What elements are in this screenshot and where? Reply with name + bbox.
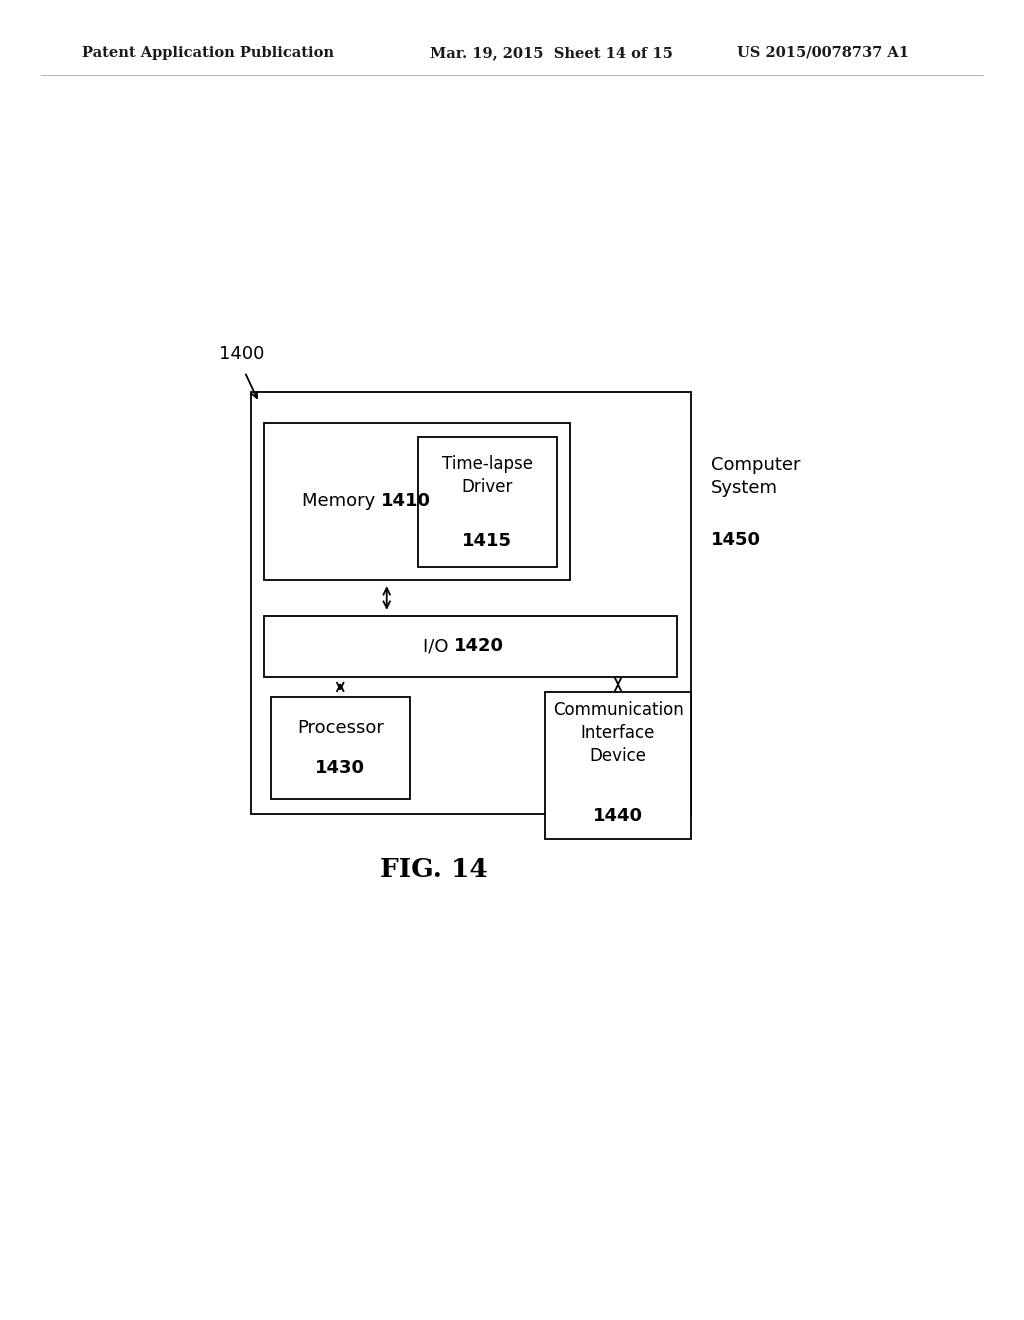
Text: US 2015/0078737 A1: US 2015/0078737 A1 bbox=[737, 46, 909, 59]
FancyBboxPatch shape bbox=[545, 692, 691, 840]
Text: Processor: Processor bbox=[297, 718, 384, 737]
Text: 1450: 1450 bbox=[712, 531, 761, 549]
FancyBboxPatch shape bbox=[418, 437, 557, 568]
Text: 1430: 1430 bbox=[315, 759, 366, 777]
Text: Patent Application Publication: Patent Application Publication bbox=[82, 46, 334, 59]
FancyBboxPatch shape bbox=[270, 697, 410, 799]
Text: Mar. 19, 2015  Sheet 14 of 15: Mar. 19, 2015 Sheet 14 of 15 bbox=[430, 46, 673, 59]
Text: FIG. 14: FIG. 14 bbox=[380, 858, 487, 882]
Text: Memory: Memory bbox=[302, 492, 381, 511]
Text: 1440: 1440 bbox=[593, 807, 643, 825]
Text: Time-lapse
Driver: Time-lapse Driver bbox=[441, 454, 532, 496]
FancyBboxPatch shape bbox=[264, 422, 570, 581]
Text: 1400: 1400 bbox=[219, 345, 264, 363]
Text: Computer
System: Computer System bbox=[712, 457, 801, 498]
Text: Communication
Interface
Device: Communication Interface Device bbox=[553, 701, 683, 766]
Text: 1420: 1420 bbox=[455, 638, 505, 655]
Text: 1410: 1410 bbox=[381, 492, 431, 511]
FancyBboxPatch shape bbox=[264, 615, 677, 677]
Text: I/O: I/O bbox=[423, 638, 455, 655]
Text: 1415: 1415 bbox=[462, 532, 512, 549]
FancyBboxPatch shape bbox=[251, 392, 691, 814]
